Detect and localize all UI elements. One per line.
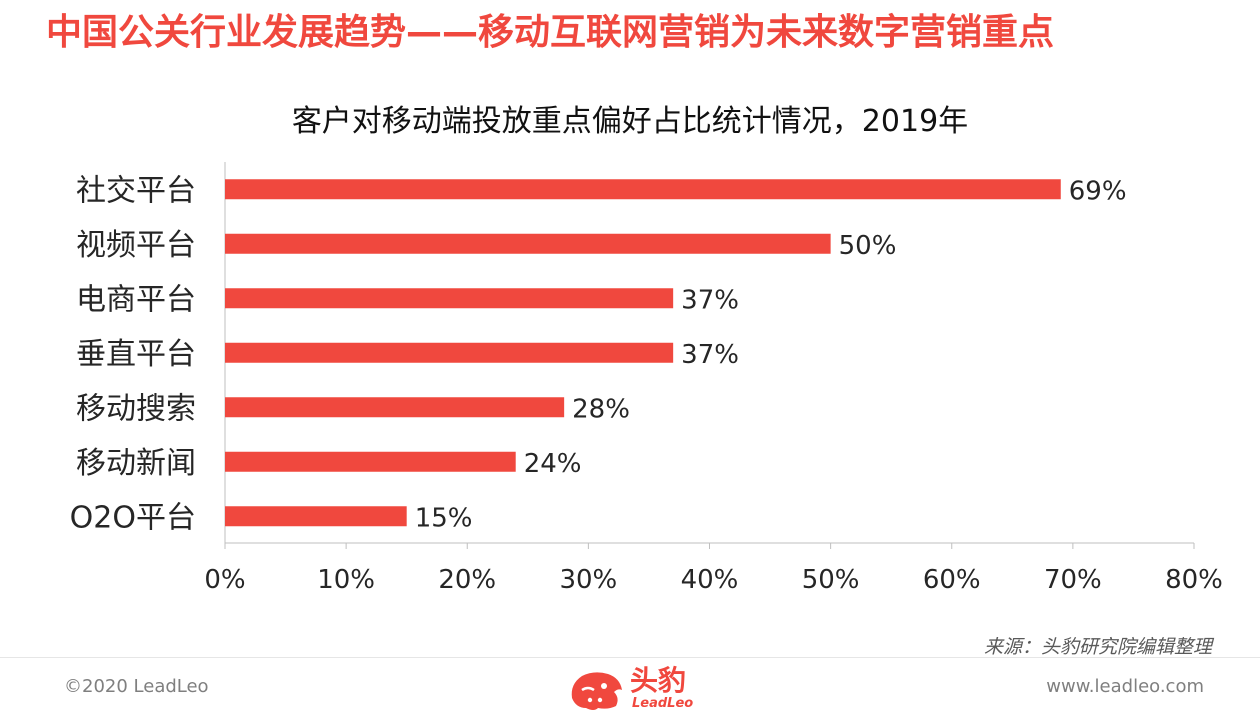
footer-divider	[0, 657, 1260, 658]
logo-name: 头豹	[630, 664, 687, 697]
bar	[225, 233, 831, 254]
leadleo-logo: 头豹 LeadLeo	[568, 664, 698, 716]
category-label: 社交平台	[76, 173, 196, 208]
category-label: 电商平台	[76, 282, 196, 317]
bar	[225, 397, 565, 418]
category-label: 垂直平台	[76, 337, 196, 372]
data-label: 69%	[1069, 176, 1127, 206]
x-tick-label: 80%	[1165, 565, 1223, 595]
bar-chart: 0% 10% 20% 30% 40% 50% 60% 70% 80% 社交平台 69% 视频平台 50%…	[70, 162, 1223, 595]
bar	[225, 451, 516, 472]
x-tick-label: 50%	[802, 565, 860, 595]
bar	[225, 179, 1061, 200]
x-tick-label: 10%	[317, 565, 375, 595]
x-tick-label: 30%	[559, 565, 617, 595]
bar	[225, 288, 674, 309]
data-label: 37%	[681, 285, 739, 315]
logo-subtitle: LeadLeo	[632, 696, 694, 711]
data-label: 37%	[681, 340, 739, 370]
x-tick-label: 40%	[681, 565, 739, 595]
page-title: 中国公关行业发展趋势——移动互联网营销为未来数字营销重点	[46, 12, 1055, 53]
x-tick-label: 0%	[204, 565, 245, 595]
leopard-logo-icon	[571, 672, 622, 710]
data-label: 24%	[524, 449, 582, 479]
bar	[225, 506, 407, 527]
x-tick-label: 60%	[923, 565, 981, 595]
chart-title: 客户对移动端投放重点偏好占比统计情况，2019年	[291, 104, 969, 139]
copyright-text: ©2020 LeadLeo	[64, 676, 209, 697]
data-label: 50%	[839, 231, 897, 261]
x-tick-label: 20%	[438, 565, 496, 595]
category-label: 移动搜索	[76, 391, 196, 426]
category-label: O2O平台	[70, 500, 196, 535]
website-link[interactable]: www.leadleo.com	[1046, 676, 1204, 697]
data-label: 28%	[572, 394, 630, 424]
category-label: 移动新闻	[76, 446, 196, 481]
source-note: 来源：头豹研究院编辑整理	[983, 636, 1212, 658]
x-tick-label: 70%	[1044, 565, 1102, 595]
category-label: 视频平台	[76, 228, 196, 263]
bar	[225, 342, 674, 363]
data-label: 15%	[415, 503, 473, 533]
